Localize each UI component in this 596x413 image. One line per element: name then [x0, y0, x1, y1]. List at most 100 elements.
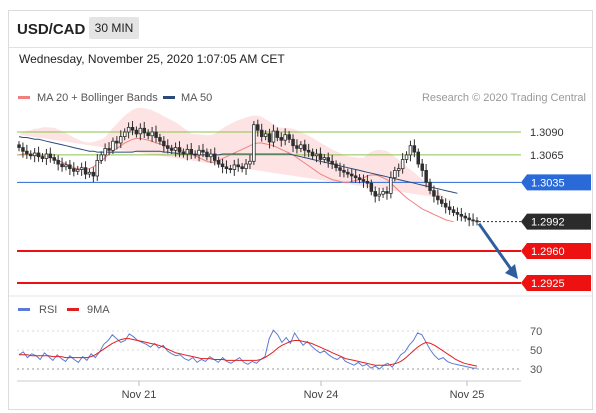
rsi-ma-line — [19, 338, 478, 367]
candle-body — [322, 157, 327, 160]
candle-body — [134, 129, 139, 135]
rsi-legend-swatch — [18, 308, 30, 311]
x-tick-label: Nov 25 — [450, 389, 485, 401]
x-tick-label: Nov 24 — [304, 389, 339, 401]
candle-body — [150, 131, 154, 137]
forecast-arrow — [477, 222, 518, 279]
candle-body — [28, 153, 33, 157]
moving-averages — [18, 136, 458, 223]
candle-body — [240, 166, 244, 170]
candle-body — [248, 160, 252, 165]
candle-body — [68, 164, 72, 169]
timeframe-badge[interactable]: 30 MIN — [89, 17, 139, 39]
ma50-legend-swatch — [163, 96, 175, 99]
level-tag — [521, 213, 591, 230]
candle-body — [173, 147, 178, 151]
candle-body — [44, 153, 49, 159]
level-text: 1.2925 — [531, 278, 565, 290]
candle-body — [220, 163, 225, 168]
candles — [17, 119, 479, 227]
candle-body — [326, 157, 330, 162]
candle-body — [436, 195, 440, 201]
candle-body — [212, 153, 217, 161]
candle-body — [475, 220, 479, 223]
ma50-line — [18, 136, 458, 194]
candle-body — [232, 164, 237, 170]
candle-body — [416, 151, 420, 165]
symbol-title: USD/CAD — [17, 21, 86, 38]
candle-body — [310, 151, 315, 157]
candle-body — [201, 149, 205, 153]
candle-body — [236, 164, 240, 168]
candle-body — [32, 152, 37, 157]
candle-body — [115, 140, 119, 144]
candle-body — [255, 124, 260, 131]
candle-body — [353, 175, 358, 179]
candle-body — [228, 168, 233, 171]
candle-body — [138, 127, 143, 135]
candle-body — [420, 163, 424, 171]
credit-label: Research © 2020 Trading Central — [422, 92, 586, 104]
rsi-lines — [18, 329, 478, 370]
candle-body — [87, 171, 92, 175]
level-text: 1.2960 — [531, 246, 565, 258]
candle-body — [123, 131, 127, 137]
rsi-tick-label: 70 — [530, 326, 542, 338]
level-tag — [521, 275, 591, 291]
candle-body — [283, 134, 287, 141]
candle-body — [291, 138, 295, 147]
candle-body — [158, 137, 162, 142]
ma9-legend-label: 9MA — [87, 304, 110, 316]
candle-body — [56, 159, 60, 165]
level-text: 1.2992 — [531, 217, 565, 229]
candle-body — [126, 127, 131, 133]
candle-body — [271, 130, 276, 143]
candle-body — [318, 153, 323, 160]
candle-body — [428, 181, 432, 191]
candle-body — [306, 149, 311, 153]
candle-body — [412, 145, 417, 153]
ma-bb-legend-label: MA 20 + Bollinger Bands — [37, 92, 158, 104]
candle-body — [60, 163, 64, 168]
candle-body — [216, 159, 221, 165]
candle-body — [119, 136, 123, 144]
candle-body — [338, 167, 342, 171]
candle-body — [346, 171, 350, 175]
candle-body — [330, 160, 334, 165]
candle-body — [169, 148, 174, 151]
candle-body — [181, 151, 186, 155]
candle-body — [396, 168, 401, 171]
candle-body — [439, 199, 444, 204]
candle-body — [451, 209, 456, 213]
candle-body — [385, 191, 389, 194]
candle-body — [52, 157, 57, 161]
candle-body — [361, 179, 366, 182]
ma50-legend-label: MA 50 — [181, 92, 212, 104]
candle-body — [79, 167, 84, 170]
candle-body — [99, 154, 104, 161]
candle-body — [302, 144, 307, 151]
candle-body — [467, 217, 471, 221]
level-tag — [521, 174, 591, 191]
level-text: 1.3035 — [531, 177, 565, 189]
ma-bb-legend-swatch — [18, 96, 30, 99]
rsi-tick-label: 30 — [530, 364, 542, 376]
candle-body — [342, 169, 346, 173]
x-tick-label: Nov 21 — [122, 389, 157, 401]
candle-body — [189, 148, 193, 155]
candle-body — [400, 159, 405, 170]
datetime-label: Wednesday, November 25, 2020 1:07:05 AM … — [19, 52, 285, 66]
candle-body — [36, 152, 41, 158]
candle-body — [165, 145, 170, 149]
candle-body — [95, 159, 100, 177]
candle-body — [299, 144, 303, 149]
candle-body — [83, 167, 88, 175]
chart-card: USD/CAD 30 MIN Wednesday, November 25, 2… — [8, 10, 594, 410]
candle-body — [408, 145, 413, 156]
candle-body — [459, 213, 464, 217]
candle-body — [443, 202, 448, 208]
candle-body — [244, 163, 248, 169]
candle-body — [365, 180, 370, 184]
candle-body — [267, 133, 272, 143]
candle-body — [275, 130, 280, 138]
